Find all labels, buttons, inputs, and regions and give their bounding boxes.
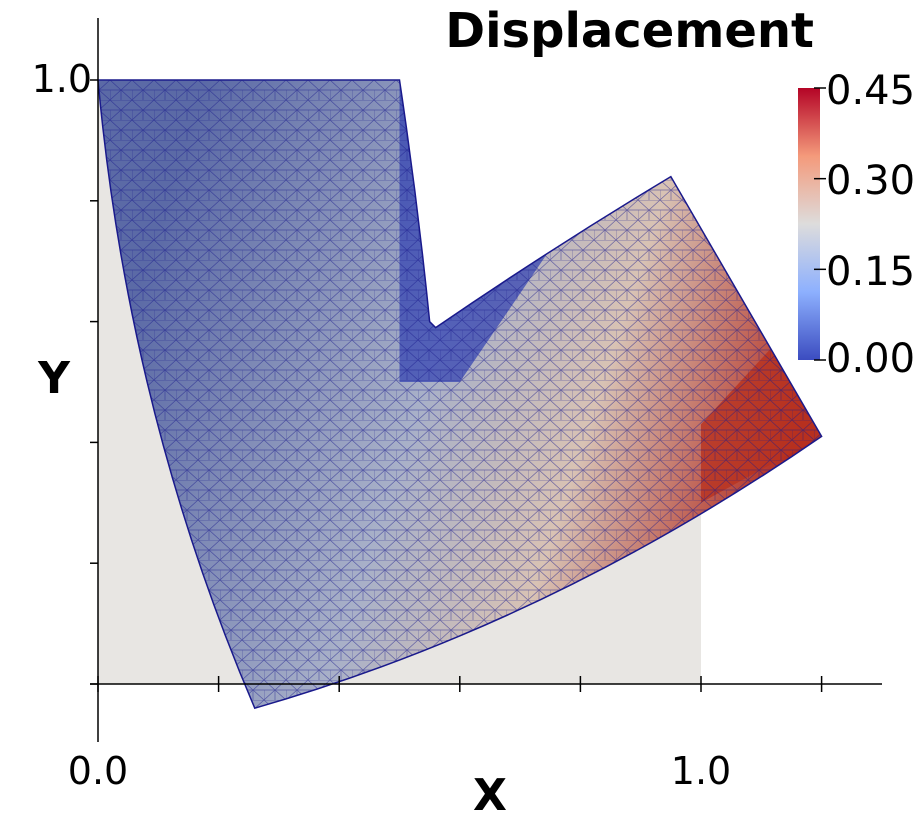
- x-tick-label-1: 1.0: [671, 749, 731, 793]
- colorbar-label-015: 0.15: [826, 249, 915, 295]
- plot-title: Displacement: [445, 3, 814, 59]
- deformed-outline: [97, 79, 823, 710]
- colorbar-ticks: [814, 87, 826, 361]
- x-axis-title: X: [473, 770, 507, 821]
- x-tick-label-0: 0.0: [68, 749, 128, 793]
- x-ticks: [97, 676, 823, 692]
- colorbar: 0.45 0.30 0.15 0.00: [798, 68, 915, 382]
- axes: 0.0 1.0 1.0 X Y: [32, 18, 882, 821]
- colorbar-bar: [798, 88, 820, 360]
- colorbar-label-max: 0.45: [826, 68, 915, 114]
- y-axis-title: Y: [37, 353, 71, 404]
- colorbar-label-min: 0.00: [826, 336, 915, 382]
- y-ticks: [90, 79, 98, 685]
- y-tick-label-1: 1.0: [32, 57, 92, 101]
- colorbar-label-030: 0.30: [826, 158, 915, 204]
